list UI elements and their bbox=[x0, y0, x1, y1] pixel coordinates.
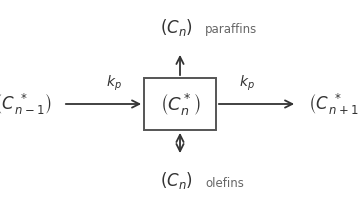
Text: $k_p$: $k_p$ bbox=[239, 73, 255, 93]
Text: $\left( C_{\,n+1}^{\ *}\right)$: $\left( C_{\,n+1}^{\ *}\right)$ bbox=[308, 92, 360, 116]
Text: $\left( C_{\,n-1}^{\ *}\right)$: $\left( C_{\,n-1}^{\ *}\right)$ bbox=[0, 92, 52, 116]
Bar bbox=[144, 78, 216, 130]
Text: $k_p$: $k_p$ bbox=[105, 73, 121, 93]
Text: paraffins: paraffins bbox=[205, 23, 257, 36]
Text: olefins: olefins bbox=[205, 177, 244, 189]
Text: $\left( C_n\right)$: $\left( C_n\right)$ bbox=[160, 171, 193, 191]
Text: $\left( C_n^*\right)$: $\left( C_n^*\right)$ bbox=[159, 91, 201, 117]
Text: $\left( C_n\right)$: $\left( C_n\right)$ bbox=[160, 17, 193, 37]
